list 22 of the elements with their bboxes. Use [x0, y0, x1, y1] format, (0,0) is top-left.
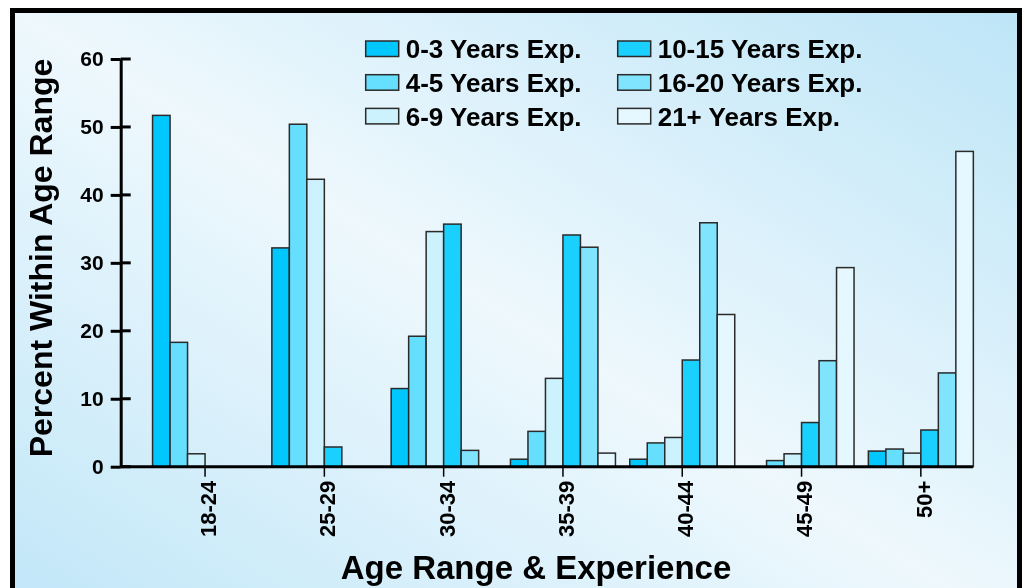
- y-tick-label: 50: [80, 115, 104, 139]
- legend-label: 6-9 Years Exp.: [405, 101, 582, 132]
- x-tick-label: 45-49: [792, 480, 818, 537]
- x-tick-label: 30-34: [434, 479, 460, 537]
- legend-label: 16-20 Years Exp.: [657, 67, 863, 98]
- x-tick-label: 50+: [911, 480, 937, 519]
- x-tick-label: 18-24: [195, 479, 221, 537]
- legend-label: 4-5 Years Exp.: [405, 67, 582, 98]
- y-tick-label: 60: [80, 47, 104, 71]
- x-axis-title: Age Range & Experience: [340, 549, 732, 586]
- legend-label: 10-15 Years Exp.: [657, 34, 863, 65]
- y-tick-label: 10: [80, 386, 104, 410]
- y-tick-label: 30: [80, 251, 104, 275]
- y-tick-label: 20: [80, 319, 104, 343]
- legend-label: 21+ Years Exp.: [657, 101, 841, 132]
- y-tick-label: 40: [80, 183, 104, 207]
- x-tick-label: 25-29: [315, 480, 341, 537]
- x-tick-label: 40-44: [673, 479, 699, 537]
- y-axis-title: Percent Within Age Range: [23, 58, 59, 458]
- x-tick-label: 35-39: [553, 480, 579, 537]
- y-tick-label: 0: [92, 454, 104, 478]
- legend-label: 0-3 Years Exp.: [405, 34, 582, 65]
